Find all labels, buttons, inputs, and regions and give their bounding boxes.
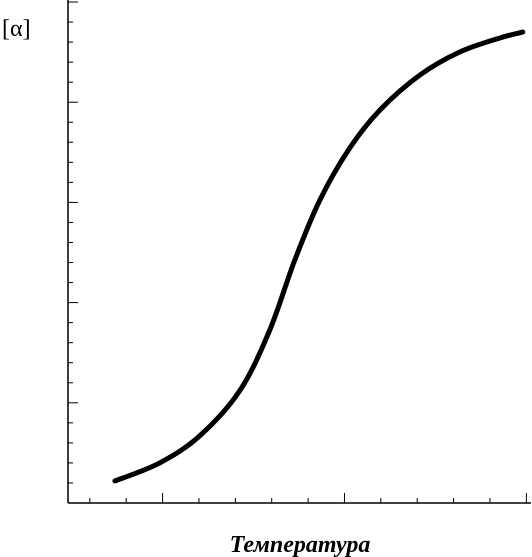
x-axis-label: Температура [230, 532, 371, 557]
curve [112, 29, 526, 484]
y-axis-label: [α] [2, 16, 31, 42]
